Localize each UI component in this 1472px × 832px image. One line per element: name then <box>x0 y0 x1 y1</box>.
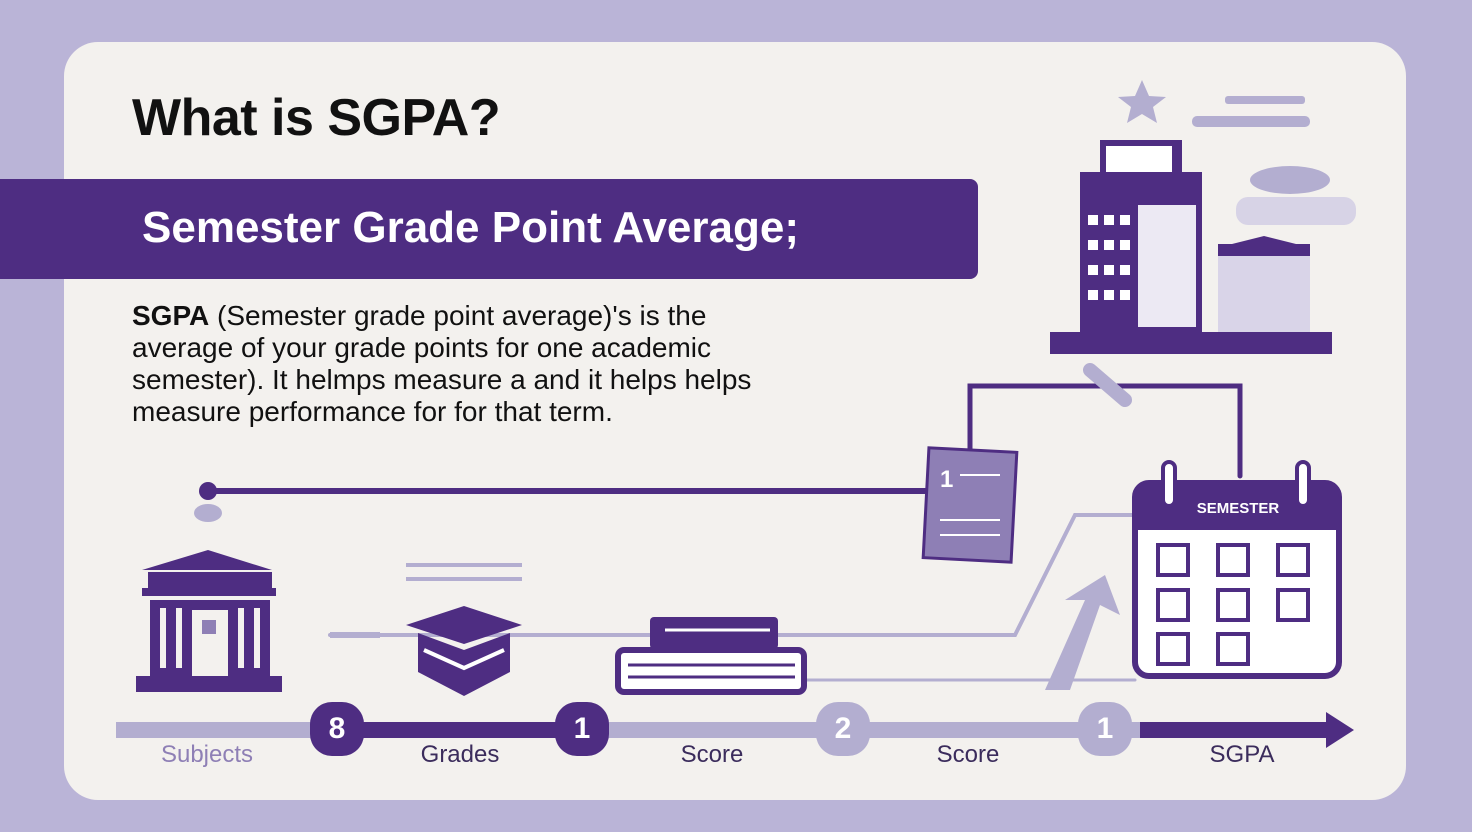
timeline-node: 1 <box>1078 702 1132 756</box>
timeline-label: Score <box>680 741 744 768</box>
calendar-label: SEMESTER <box>1197 500 1280 517</box>
timeline-node: 1 <box>555 702 609 756</box>
page-title: What is SGPA? <box>132 89 501 147</box>
grade-sheet-icon: 1 <box>921 446 1019 564</box>
timeline-label: Score <box>936 741 1000 768</box>
timeline-node: 2 <box>816 702 870 756</box>
arrow-head-icon <box>1326 712 1354 748</box>
timeline-node: 8 <box>310 702 364 756</box>
timeline-label: Subjects <box>160 741 254 768</box>
subtitle-banner: Semester Grade Point Average; <box>0 179 978 279</box>
university-building-icon <box>1050 140 1332 354</box>
graduation-cap-icon <box>330 563 522 696</box>
description-text: (Semester grade point average)'s is the … <box>132 300 752 427</box>
star-icon <box>1118 80 1166 123</box>
timeline-label: Grades <box>420 741 500 768</box>
document-number: 1 <box>940 466 953 493</box>
description-bold: SGPA <box>132 300 210 331</box>
school-building-icon <box>136 550 282 692</box>
timeline-label: SGPA <box>1209 741 1275 768</box>
banner-text: Semester Grade Point Average; <box>142 203 799 252</box>
connector-lines <box>194 363 1243 690</box>
semester-calendar-icon: SEMESTER <box>1132 460 1342 679</box>
description: SGPA (Semester grade point average)'s is… <box>132 300 792 428</box>
book-stack-icon <box>615 617 807 695</box>
cloud-icon <box>1236 166 1356 225</box>
